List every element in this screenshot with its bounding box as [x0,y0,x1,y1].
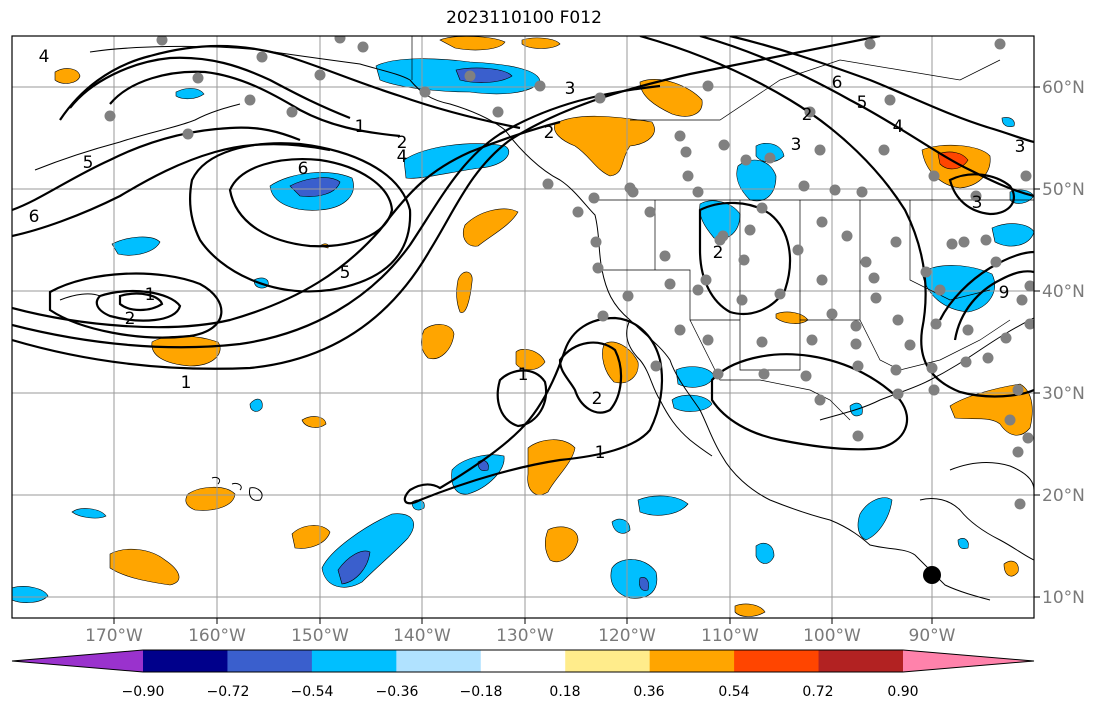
colorbar-segment [480,650,566,672]
colorbar-segment [396,650,482,672]
lon-label: 120°W [598,626,656,646]
contour-label: 2 [397,133,408,153]
colorbar-segment [565,650,651,672]
colorbar-tick-label: 0.90 [887,684,918,700]
marker-dot [923,566,941,584]
station-markers [104,36,1034,510]
contour-label: 6 [832,73,843,93]
lat-label: 10°N [1042,588,1085,608]
negative-anomaly-shading [12,58,1034,603]
contour-label: 5 [857,93,868,113]
lat-label: 40°N [1042,282,1085,302]
colorbar-tick-label: 0.36 [633,684,664,700]
colorbar-outline [11,649,1035,673]
contour-label: 2 [713,243,724,263]
contour-label: 5 [340,263,351,283]
contour-lines [12,36,1034,505]
map-frame [11,35,1035,619]
colorbar-segment [649,650,735,672]
contour-label: 9 [999,283,1010,303]
lon-label: 150°W [291,626,349,646]
contour-label: 5 [83,153,94,173]
state-borders [411,36,1034,421]
contour-label: 1 [355,117,366,137]
contour-label: 4 [397,147,408,167]
colorbar-extend-max [903,650,1034,672]
colorbar-tick-label: 0.18 [549,684,580,700]
contour-label: 2 [592,389,603,409]
contour-label: 1 [518,365,529,385]
lon-label: 100°W [803,626,861,646]
colorbar [11,649,1035,673]
colorbar-tick-label: −0.18 [460,684,503,700]
colorbar-segment [818,650,904,672]
colorbar-segment [143,650,228,672]
colorbar-tick-label: −0.72 [207,684,250,700]
lat-label: 20°N [1042,486,1085,506]
axis-ticks [113,86,1040,624]
chart-title: 2023110100 F012 [446,8,602,28]
lon-label: 140°W [393,626,451,646]
lon-label: 160°W [188,626,246,646]
contour-label: 1 [181,373,192,393]
contour-label: 3 [791,135,802,155]
lon-label: 130°W [496,626,554,646]
lon-label: 110°W [701,626,759,646]
contour-label: 3 [1015,137,1026,157]
colorbar-segment [734,650,820,672]
colorbar-tick-label: −0.36 [376,684,419,700]
contour-label: 2 [544,123,555,143]
contour-label: 4 [39,47,50,67]
colorbar-tick-label: −0.54 [291,684,334,700]
contour-label: 2 [802,105,813,125]
contour-label: 1 [145,285,156,305]
lat-label: 60°N [1042,78,1085,98]
lat-label: 30°N [1042,384,1085,404]
contour-label: 1 [595,443,606,463]
lon-label: 170°W [85,626,143,646]
graticule [12,36,1034,618]
contour-label: 3 [972,193,983,213]
colorbar-tick-label: −0.90 [122,684,165,700]
contour-label: 3 [565,79,576,99]
contour-label: 6 [29,207,40,227]
contour-label: 2 [125,309,136,329]
contour-label: 4 [893,117,904,137]
colorbar-extend-min [12,650,143,672]
colorbar-segment [227,650,313,672]
lat-label: 50°N [1042,180,1085,200]
colorbar-tick-label: 0.72 [802,684,833,700]
colorbar-segment [311,650,397,672]
contour-label-group: 4 6 5 6 1 2 4 3 2 5 1 2 1 1 2 1 2 3 2 5 … [29,47,1026,463]
lon-label: 90°W [909,626,956,646]
latitude-labels: 60°N 50°N 40°N 30°N 20°N 10°N [1042,78,1085,608]
colorbar-tick-labels: −0.90 −0.72 −0.54 −0.36 −0.18 0.18 0.36 … [122,684,919,700]
longitude-labels: 170°W 160°W 150°W 140°W 130°W 120°W 110°… [85,626,956,646]
colorbar-tick-label: 0.54 [718,684,749,700]
contour-label: 6 [298,159,309,179]
